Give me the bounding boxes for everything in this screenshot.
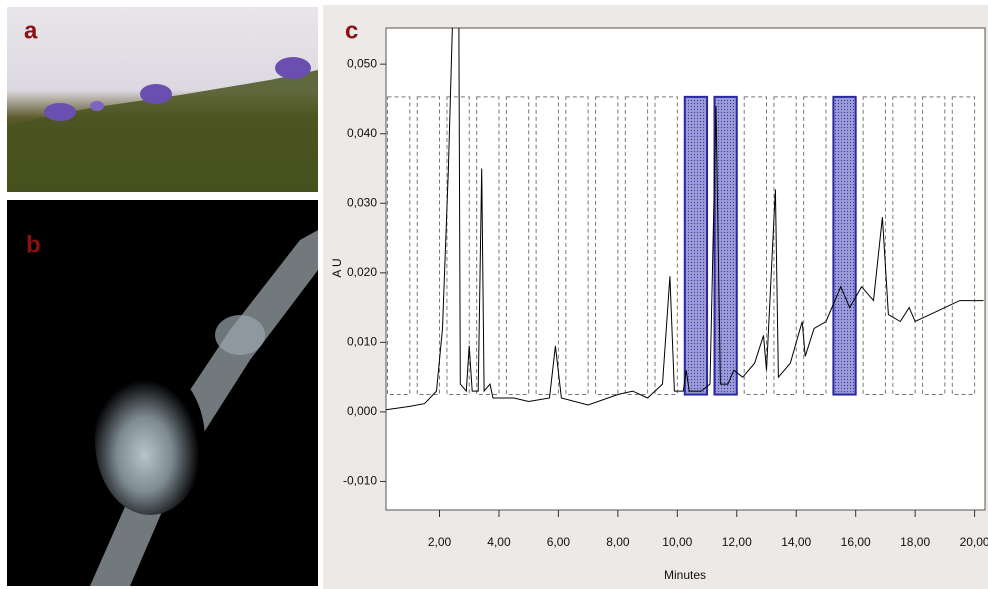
x-tick-label: 14,00: [781, 535, 811, 549]
panel-label: c: [345, 17, 358, 44]
fraction-box: [565, 96, 589, 396]
fraction-box: [743, 96, 768, 396]
fraction-box: [951, 96, 976, 396]
photo-a-spot: [140, 84, 172, 104]
plot: [386, 28, 984, 411]
fraction-box: [416, 96, 441, 396]
y-tick-label: -0,010: [343, 474, 377, 488]
x-tick-label: 6,00: [547, 535, 571, 549]
y-tick-label: 0,020: [347, 265, 377, 279]
photo-b-gall: [215, 315, 265, 355]
y-tick-label: 0,000: [347, 404, 377, 418]
panel-label: b: [26, 231, 41, 258]
y-tick-label: 0,030: [347, 195, 377, 209]
fraction-box: [535, 96, 559, 396]
fraction-box: [624, 96, 649, 396]
fraction-highlight: [683, 95, 709, 396]
fraction-box: [386, 96, 411, 396]
x-tick-label: 16,00: [841, 535, 871, 549]
x-tick-label: 10,00: [662, 535, 692, 549]
x-tick-label: 18,00: [900, 535, 930, 549]
fraction-highlight: [713, 95, 738, 396]
fraction-box: [862, 96, 886, 396]
fraction-box: [654, 96, 678, 396]
x-tick-label: 12,00: [722, 535, 752, 549]
x-tick-label: 8,00: [606, 535, 630, 549]
fraction-box: [773, 96, 797, 396]
y-tick-label: 0,010: [347, 335, 377, 349]
y-tick-label: 0,040: [347, 126, 377, 140]
fraction-box: [505, 96, 530, 396]
photo-a-tissue: [7, 70, 318, 192]
photo-b-gall: [95, 365, 205, 515]
x-axis-label: Minutes: [664, 568, 706, 582]
photo-a-spot: [44, 103, 76, 121]
fraction-highlight: [832, 95, 857, 396]
fraction-box: [446, 96, 470, 396]
fraction-box: [892, 96, 916, 396]
fraction-box: [922, 96, 946, 396]
fraction-box: [476, 96, 500, 396]
fraction-box: [803, 96, 827, 396]
x-tick-label: 4,00: [487, 535, 511, 549]
x-tick-label: 2,00: [428, 535, 452, 549]
y-axis-label: A U: [330, 258, 344, 277]
trace: [386, 28, 984, 411]
fraction-box: [595, 96, 619, 396]
y-tick-label: 0,050: [347, 56, 377, 70]
panel-label: a: [24, 17, 38, 44]
photo-a-spot: [90, 101, 104, 111]
photo-a-spot: [275, 57, 311, 79]
x-tick-label: 20,00: [960, 535, 988, 549]
